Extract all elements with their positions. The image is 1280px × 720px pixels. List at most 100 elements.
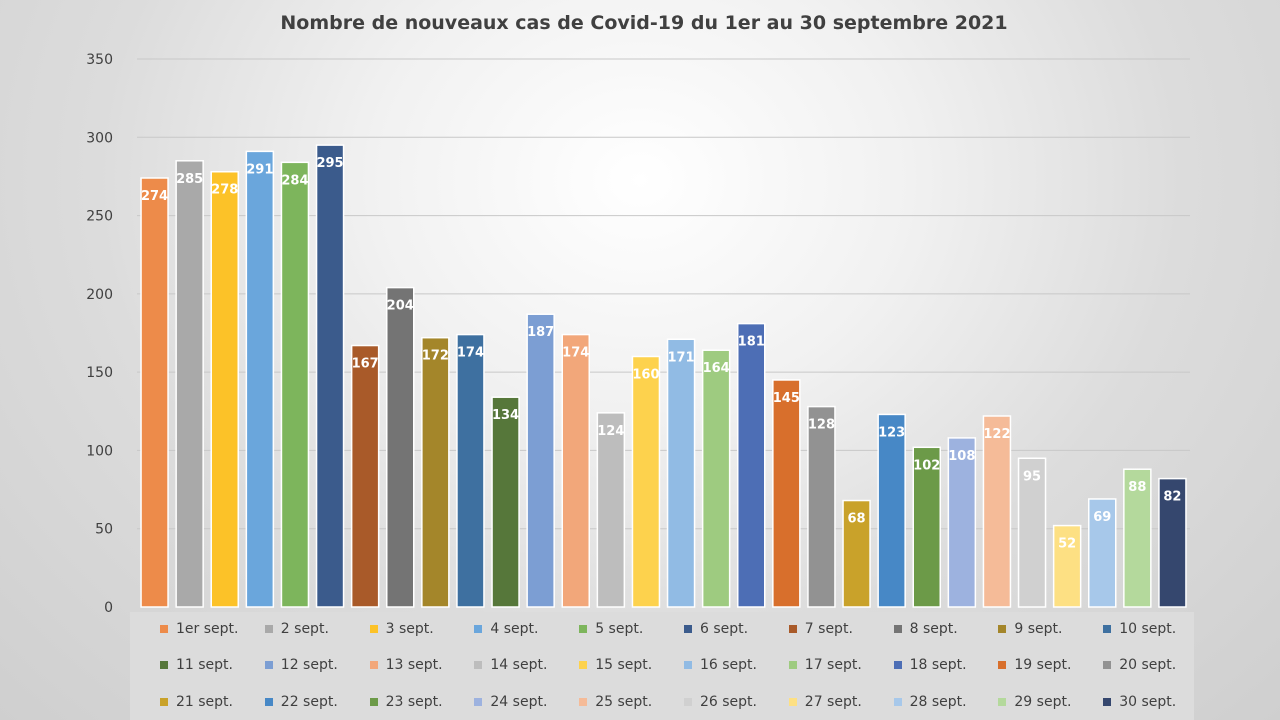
legend-label: 19 sept.: [1014, 657, 1072, 673]
legend-label: 21 sept.: [176, 694, 233, 710]
legend-swatch: [1103, 661, 1112, 669]
bar: [596, 412, 626, 608]
legend-item: 27 sept.: [788, 692, 862, 712]
legend-swatch: [264, 625, 273, 633]
y-tick-label: 0: [104, 600, 113, 616]
legend-item: 12 sept.: [264, 655, 338, 675]
legend-swatch: [474, 625, 483, 633]
data-label: 145: [773, 391, 800, 406]
legend-item: 16 sept.: [684, 655, 757, 675]
legend-label: 27 sept.: [804, 694, 862, 710]
data-label: 122: [983, 427, 1010, 442]
data-label: 187: [527, 325, 554, 340]
bar: [386, 286, 415, 608]
y-tick-label: 350: [86, 52, 113, 68]
legend-label: 26 sept.: [700, 694, 757, 710]
legend-swatch: [1103, 698, 1112, 706]
legend-label: 10 sept.: [1119, 621, 1177, 637]
legend-item: 3 sept.: [369, 619, 434, 639]
data-label: 160: [632, 367, 659, 382]
legend-item: 15 sept.: [579, 655, 652, 675]
data-label: 69: [1093, 510, 1111, 525]
legend-item: 6 sept.: [684, 619, 748, 639]
legend-item: 13 sept.: [369, 655, 443, 675]
bar: [631, 355, 661, 608]
legend-item: 25 sept.: [579, 692, 652, 712]
y-tick-label: 50: [95, 522, 113, 538]
bar: [1052, 524, 1082, 608]
legend-swatch: [684, 698, 692, 706]
legend-item: 29 sept.: [998, 692, 1071, 712]
data-label: 123: [878, 425, 905, 440]
legend-swatch: [160, 625, 168, 633]
legend-label: 28 sept.: [909, 694, 967, 710]
data-label: 204: [387, 299, 414, 314]
legend-swatch: [788, 698, 797, 706]
legend-swatch: [160, 661, 168, 669]
data-label: 164: [703, 361, 730, 376]
legend-item: 19 sept.: [998, 655, 1071, 675]
legend-swatch: [369, 698, 378, 706]
bar: [350, 344, 380, 608]
data-label: 134: [492, 408, 519, 423]
legend-label: 23 sept.: [385, 694, 443, 710]
data-label: 284: [281, 173, 308, 188]
bar: [947, 437, 977, 608]
legend-label: 12 sept.: [280, 657, 338, 673]
legend-swatch: [893, 625, 902, 633]
legend-item: 1er sept.: [160, 619, 238, 639]
bar: [666, 338, 696, 608]
legend-swatch: [998, 625, 1007, 633]
bar: [1088, 498, 1117, 608]
chart-legend: 1er sept. 2 sept. 3 sept. 4 sept. 5 sept. 6 s…: [130, 612, 1194, 720]
legend-item: 24 sept.: [474, 692, 547, 712]
data-label: 291: [246, 162, 273, 177]
data-label: 285: [176, 172, 203, 187]
legend-swatch: [684, 661, 692, 669]
legend-label: 6 sept.: [700, 621, 749, 637]
data-label: 52: [1058, 537, 1076, 552]
data-label: 171: [667, 350, 694, 365]
bar: [842, 499, 871, 608]
legend-swatch: [264, 698, 273, 706]
legend-item: 14 sept.: [474, 655, 547, 675]
legend-label: 22 sept.: [280, 694, 338, 710]
bar: [772, 379, 801, 608]
legend-label: 20 sept.: [1119, 657, 1177, 673]
data-label: 95: [1023, 469, 1041, 484]
legend-swatch: [788, 625, 797, 633]
legend-label: 30 sept.: [1119, 694, 1177, 710]
legend-item: 5 sept.: [579, 619, 643, 639]
bar: [140, 177, 169, 608]
legend-label: 1er sept.: [176, 621, 239, 637]
bar: [982, 415, 1012, 608]
legend-label: 14 sept.: [490, 657, 548, 673]
legend-label: 5 sept.: [595, 621, 644, 637]
data-label: 82: [1163, 490, 1181, 505]
data-label: 278: [211, 183, 238, 198]
legend-swatch: [788, 661, 797, 669]
data-label: 124: [597, 424, 624, 439]
bar: [737, 322, 766, 608]
legend-label: 25 sept.: [595, 694, 653, 710]
bar: [1158, 477, 1187, 608]
legend-item: 28 sept.: [893, 692, 967, 712]
legend-item: 10 sept.: [1103, 619, 1176, 639]
bar: [877, 413, 906, 608]
bar: [210, 170, 239, 608]
legend-swatch: [474, 661, 483, 669]
data-label: 274: [141, 189, 168, 204]
bar: [1123, 468, 1152, 608]
bar: [245, 150, 275, 608]
legend-swatch: [264, 661, 273, 669]
legend-item: 17 sept.: [788, 655, 862, 675]
legend-swatch: [998, 698, 1007, 706]
legend-label: 3 sept.: [385, 621, 434, 637]
bar: [175, 160, 204, 608]
legend-item: 2 sept.: [264, 619, 329, 639]
data-label: 108: [948, 449, 975, 464]
legend-item: 30 sept.: [1103, 692, 1176, 712]
legend-swatch: [998, 661, 1007, 669]
bar: [526, 313, 555, 608]
legend-item: 8 sept.: [893, 619, 958, 639]
